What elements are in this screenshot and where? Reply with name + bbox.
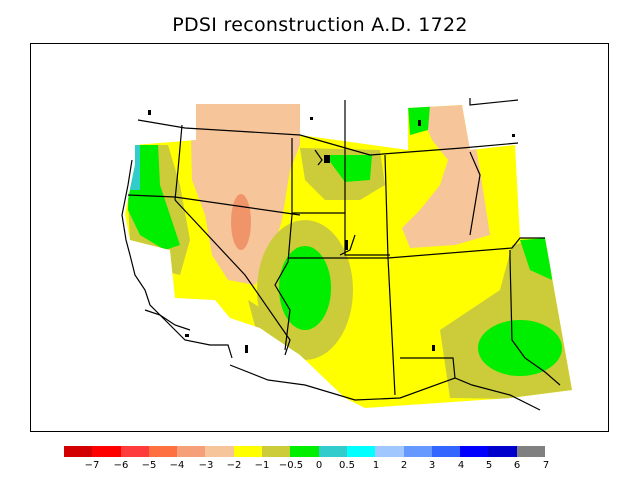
colorbar-swatch-3 <box>148 446 178 457</box>
coast-islands <box>144 309 191 331</box>
colorbar <box>64 446 546 457</box>
colorbar-tick-label: −7 <box>84 460 100 471</box>
colorbar-swatch-6 <box>233 446 263 457</box>
severe-dry-region <box>231 194 251 250</box>
colorbar-swatch-5 <box>205 446 234 457</box>
near-normal-wet-region <box>520 238 552 280</box>
colorbar-swatch-2 <box>120 446 149 457</box>
lake-markers <box>148 110 515 353</box>
montana-dakota-border <box>469 151 481 236</box>
california-nevada-border <box>174 199 291 356</box>
canada-border <box>137 119 519 156</box>
colorbar-tick-label: −5 <box>141 460 157 471</box>
colorbar-swatch-4 <box>177 446 206 457</box>
colorado-new-mexico-border <box>387 237 545 259</box>
canada-border-east <box>469 98 519 106</box>
colorbar-tick-label: 0 <box>315 460 323 471</box>
colorbar-swatch-9 <box>318 446 347 457</box>
colorbar-swatch-12 <box>403 446 432 457</box>
colorbar-tick-label: 2 <box>400 460 408 471</box>
pdsi-fill-layer <box>125 104 572 408</box>
colorbar-tick-label: −3 <box>198 460 214 471</box>
oregon-nevada-border <box>127 194 301 216</box>
great-salt-lake <box>339 234 356 256</box>
colorbar-swatch-1 <box>92 446 121 457</box>
colorbar-swatch-15 <box>488 446 517 457</box>
near-normal-wet-region <box>325 155 372 182</box>
wet-teal-region <box>128 145 140 190</box>
pacific-coastline <box>121 159 233 359</box>
map-frame <box>30 43 609 432</box>
colorbar-swatch-7 <box>262 446 291 457</box>
colorbar-swatch-0 <box>64 446 93 457</box>
colorbar-tick-label: 3 <box>428 460 436 471</box>
nevada-utah-border <box>274 138 293 351</box>
map-title: PDSI reconstruction A.D. 1722 <box>172 14 468 36</box>
colorbar-tick-label: −6 <box>113 460 129 471</box>
near-normal-wet-region <box>478 320 562 376</box>
colorbar-tick-label: 1 <box>372 460 380 471</box>
colorbar-swatch-10 <box>346 446 376 457</box>
colorbar-swatch-13 <box>431 446 461 457</box>
mexico-border <box>229 364 541 411</box>
colorbar-tick-label: −0.5 <box>278 460 304 471</box>
colorbar-tick-label: 7 <box>542 460 550 471</box>
near-normal-wet-region <box>128 145 180 250</box>
idaho-washington-border <box>174 124 183 201</box>
near-normal-wet-region <box>279 246 331 330</box>
colorbar-tick-label: 5 <box>485 460 493 471</box>
colorbar-swatch-16 <box>516 446 546 457</box>
lake-outline <box>314 149 323 166</box>
colorbar-tick-label: 4 <box>457 460 465 471</box>
utah-wyoming-border <box>292 212 390 256</box>
colorbar-tick-label: 6 <box>513 460 521 471</box>
wyoming-nebraska-border <box>384 154 389 259</box>
colorbar-tick-label: −1 <box>254 460 270 471</box>
colorbar-tick-label: 0.5 <box>339 460 355 471</box>
colorbar-swatch-8 <box>290 446 319 457</box>
colorbar-swatch-11 <box>375 446 404 457</box>
colorbar-tick-label: −4 <box>169 460 185 471</box>
colorbar-swatch-14 <box>460 446 489 457</box>
boundary-lines <box>121 98 561 411</box>
texas-border <box>509 250 561 386</box>
new-mexico-texas-border <box>400 357 456 379</box>
colorbar-tick-label: −2 <box>226 460 242 471</box>
